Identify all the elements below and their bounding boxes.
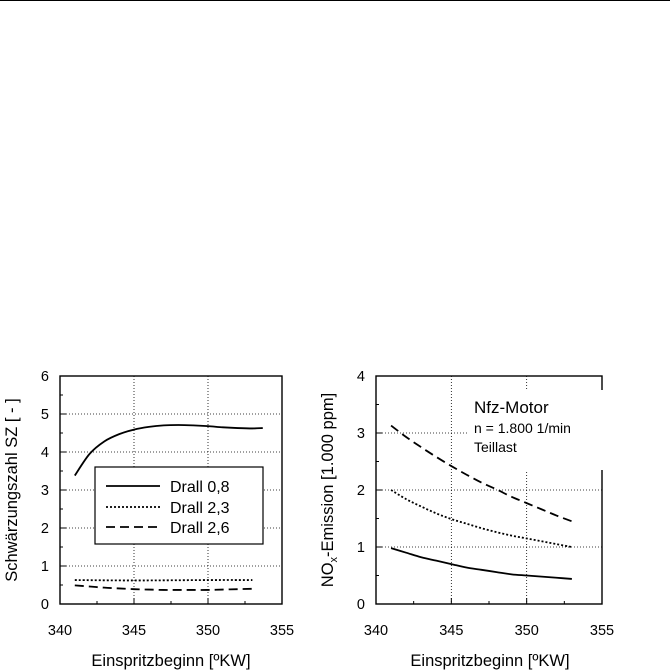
series-line-right-1 <box>390 547 572 580</box>
series-line-right-2 <box>390 489 573 548</box>
top-rule <box>0 0 670 1</box>
series-line-left-3 <box>74 584 253 591</box>
x-tick-label: 340 <box>364 623 388 639</box>
y-tick-label: 0 <box>357 597 365 613</box>
y-tick-label: 5 <box>41 407 49 423</box>
x-axis-label-left: Einspritzbeginn [ºKW] <box>91 652 250 670</box>
legend-label-drall-2-3: Drall 2,3 <box>170 500 230 517</box>
x-tick-label: 340 <box>48 623 72 639</box>
y-tick-label: 0 <box>41 597 49 613</box>
y-tick-label: 2 <box>41 521 49 537</box>
series-right <box>390 424 573 580</box>
chart-right: 340 345 350 355 0 1 2 3 4 Nfz-Motor n = 1.800 1/… <box>319 369 614 670</box>
series-line-left-1 <box>74 424 263 477</box>
y-axis-label-right-main: NO <box>319 562 337 587</box>
y-tick-label: 1 <box>357 540 365 556</box>
x-axis-label-right: Einspritzbeginn [ºKW] <box>410 652 569 670</box>
x-tick-label: 355 <box>590 623 614 639</box>
y-axis-label-left: Schwärzungszahl SZ [ - ] <box>3 398 21 581</box>
legend-label-drall-2-6: Drall 2,6 <box>170 520 230 537</box>
annotation-box <box>468 390 606 470</box>
grid-right <box>376 376 602 604</box>
legend-label-drall-0-8: Drall 0,8 <box>170 479 230 496</box>
legend: Drall 0,8 Drall 2,3 Drall 2,6 <box>94 466 264 545</box>
y-tick-label: 1 <box>41 559 49 575</box>
annotation-load: Teillast <box>474 439 517 455</box>
series-line-right-3 <box>390 424 573 523</box>
tick-labels-right: 340 345 350 355 0 1 2 3 4 <box>357 369 614 639</box>
series-left <box>74 424 263 591</box>
y-tick-label: 6 <box>41 369 49 385</box>
x-tick-label: 355 <box>270 623 294 639</box>
y-tick-label: 2 <box>357 483 365 499</box>
legend-box <box>94 466 264 545</box>
y-tick-label: 3 <box>357 426 365 442</box>
annotation-engine: Nfz-Motor <box>474 398 549 417</box>
plot-frame-right <box>375 375 603 605</box>
y-axis-label-right: NOx-Emission [1.000 ppm] <box>319 393 340 587</box>
y-axis-label-right-rest: -Emission [1.000 ppm] <box>319 393 337 557</box>
x-tick-label: 345 <box>439 623 463 639</box>
plot-frame-left <box>59 375 283 605</box>
x-tick-label: 350 <box>515 623 539 639</box>
y-tick-label: 4 <box>41 445 49 461</box>
y-tick-label: 3 <box>41 483 49 499</box>
x-tick-label: 345 <box>122 623 146 639</box>
annotation-speed: n = 1.800 1/min <box>474 420 571 436</box>
y-axis-label-right-sub: x <box>328 556 340 562</box>
x-tick-label: 350 <box>196 623 220 639</box>
y-tick-label: 4 <box>357 369 365 385</box>
